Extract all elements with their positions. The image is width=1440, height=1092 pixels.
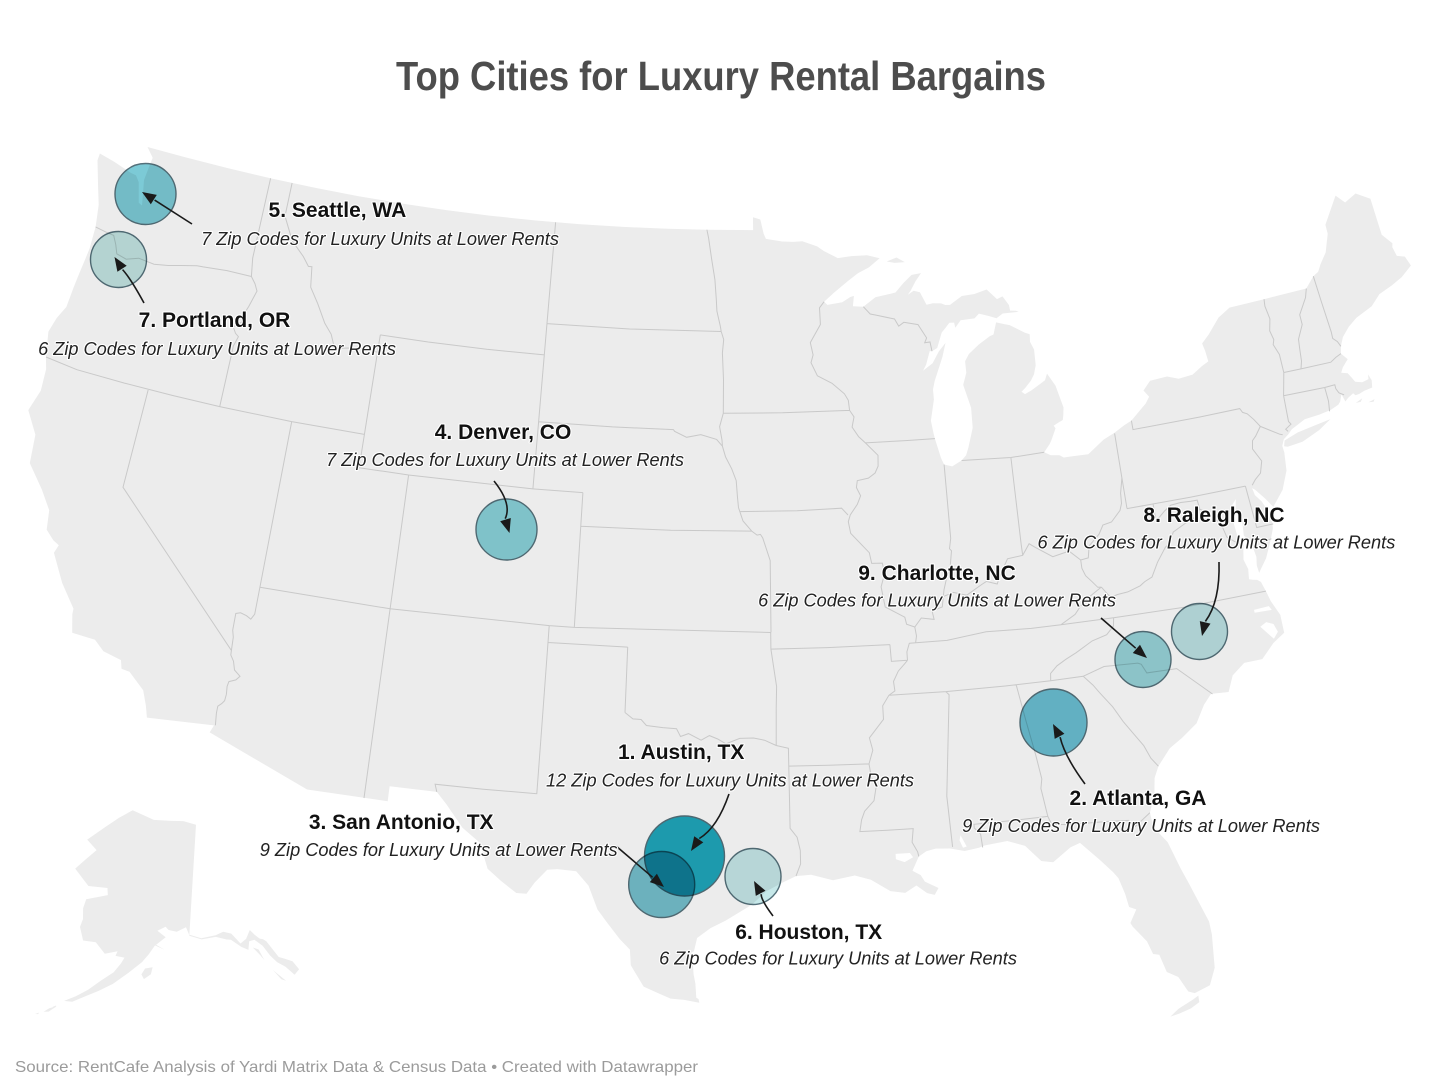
svg-text:6 Zip Codes for Luxury Units a: 6 Zip Codes for Luxury Units at Lower Re… <box>659 949 1017 969</box>
svg-text:Top Cities for Luxury Rental B: Top Cities for Luxury Rental Bargains <box>396 53 1046 99</box>
svg-text:7 Zip Codes for Luxury Units a: 7 Zip Codes for Luxury Units at Lower Re… <box>201 229 559 249</box>
svg-text:6. Houston, TX: 6. Houston, TX <box>735 921 882 944</box>
svg-text:6 Zip Codes for Luxury Units a: 6 Zip Codes for Luxury Units at Lower Re… <box>1037 533 1395 553</box>
svg-text:12 Zip Codes for Luxury Units: 12 Zip Codes for Luxury Units at Lower R… <box>546 771 914 791</box>
svg-text:9. Charlotte, NC: 9. Charlotte, NC <box>858 562 1016 585</box>
svg-text:4. Denver, CO: 4. Denver, CO <box>435 421 572 444</box>
svg-text:6 Zip Codes for Luxury Units a: 6 Zip Codes for Luxury Units at Lower Re… <box>758 591 1116 611</box>
svg-text:8. Raleigh, NC: 8. Raleigh, NC <box>1143 504 1284 527</box>
svg-text:9 Zip Codes for Luxury Units a: 9 Zip Codes for Luxury Units at Lower Re… <box>962 816 1320 836</box>
svg-text:7. Portland, OR: 7. Portland, OR <box>139 309 291 332</box>
svg-text:3. San Antonio, TX: 3. San Antonio, TX <box>309 811 494 834</box>
svg-text:6 Zip Codes for Luxury Units a: 6 Zip Codes for Luxury Units at Lower Re… <box>38 339 396 359</box>
svg-text:7 Zip Codes for Luxury Units a: 7 Zip Codes for Luxury Units at Lower Re… <box>326 450 684 470</box>
svg-text:2. Atlanta, GA: 2. Atlanta, GA <box>1070 787 1207 810</box>
svg-text:1. Austin, TX: 1. Austin, TX <box>618 741 744 764</box>
svg-text:5. Seattle, WA: 5. Seattle, WA <box>269 199 407 222</box>
svg-text:9 Zip Codes for Luxury Units a: 9 Zip Codes for Luxury Units at Lower Re… <box>260 840 618 860</box>
svg-text:Source: RentCafe Analysis of Y: Source: RentCafe Analysis of Yardi Matri… <box>15 1059 699 1076</box>
